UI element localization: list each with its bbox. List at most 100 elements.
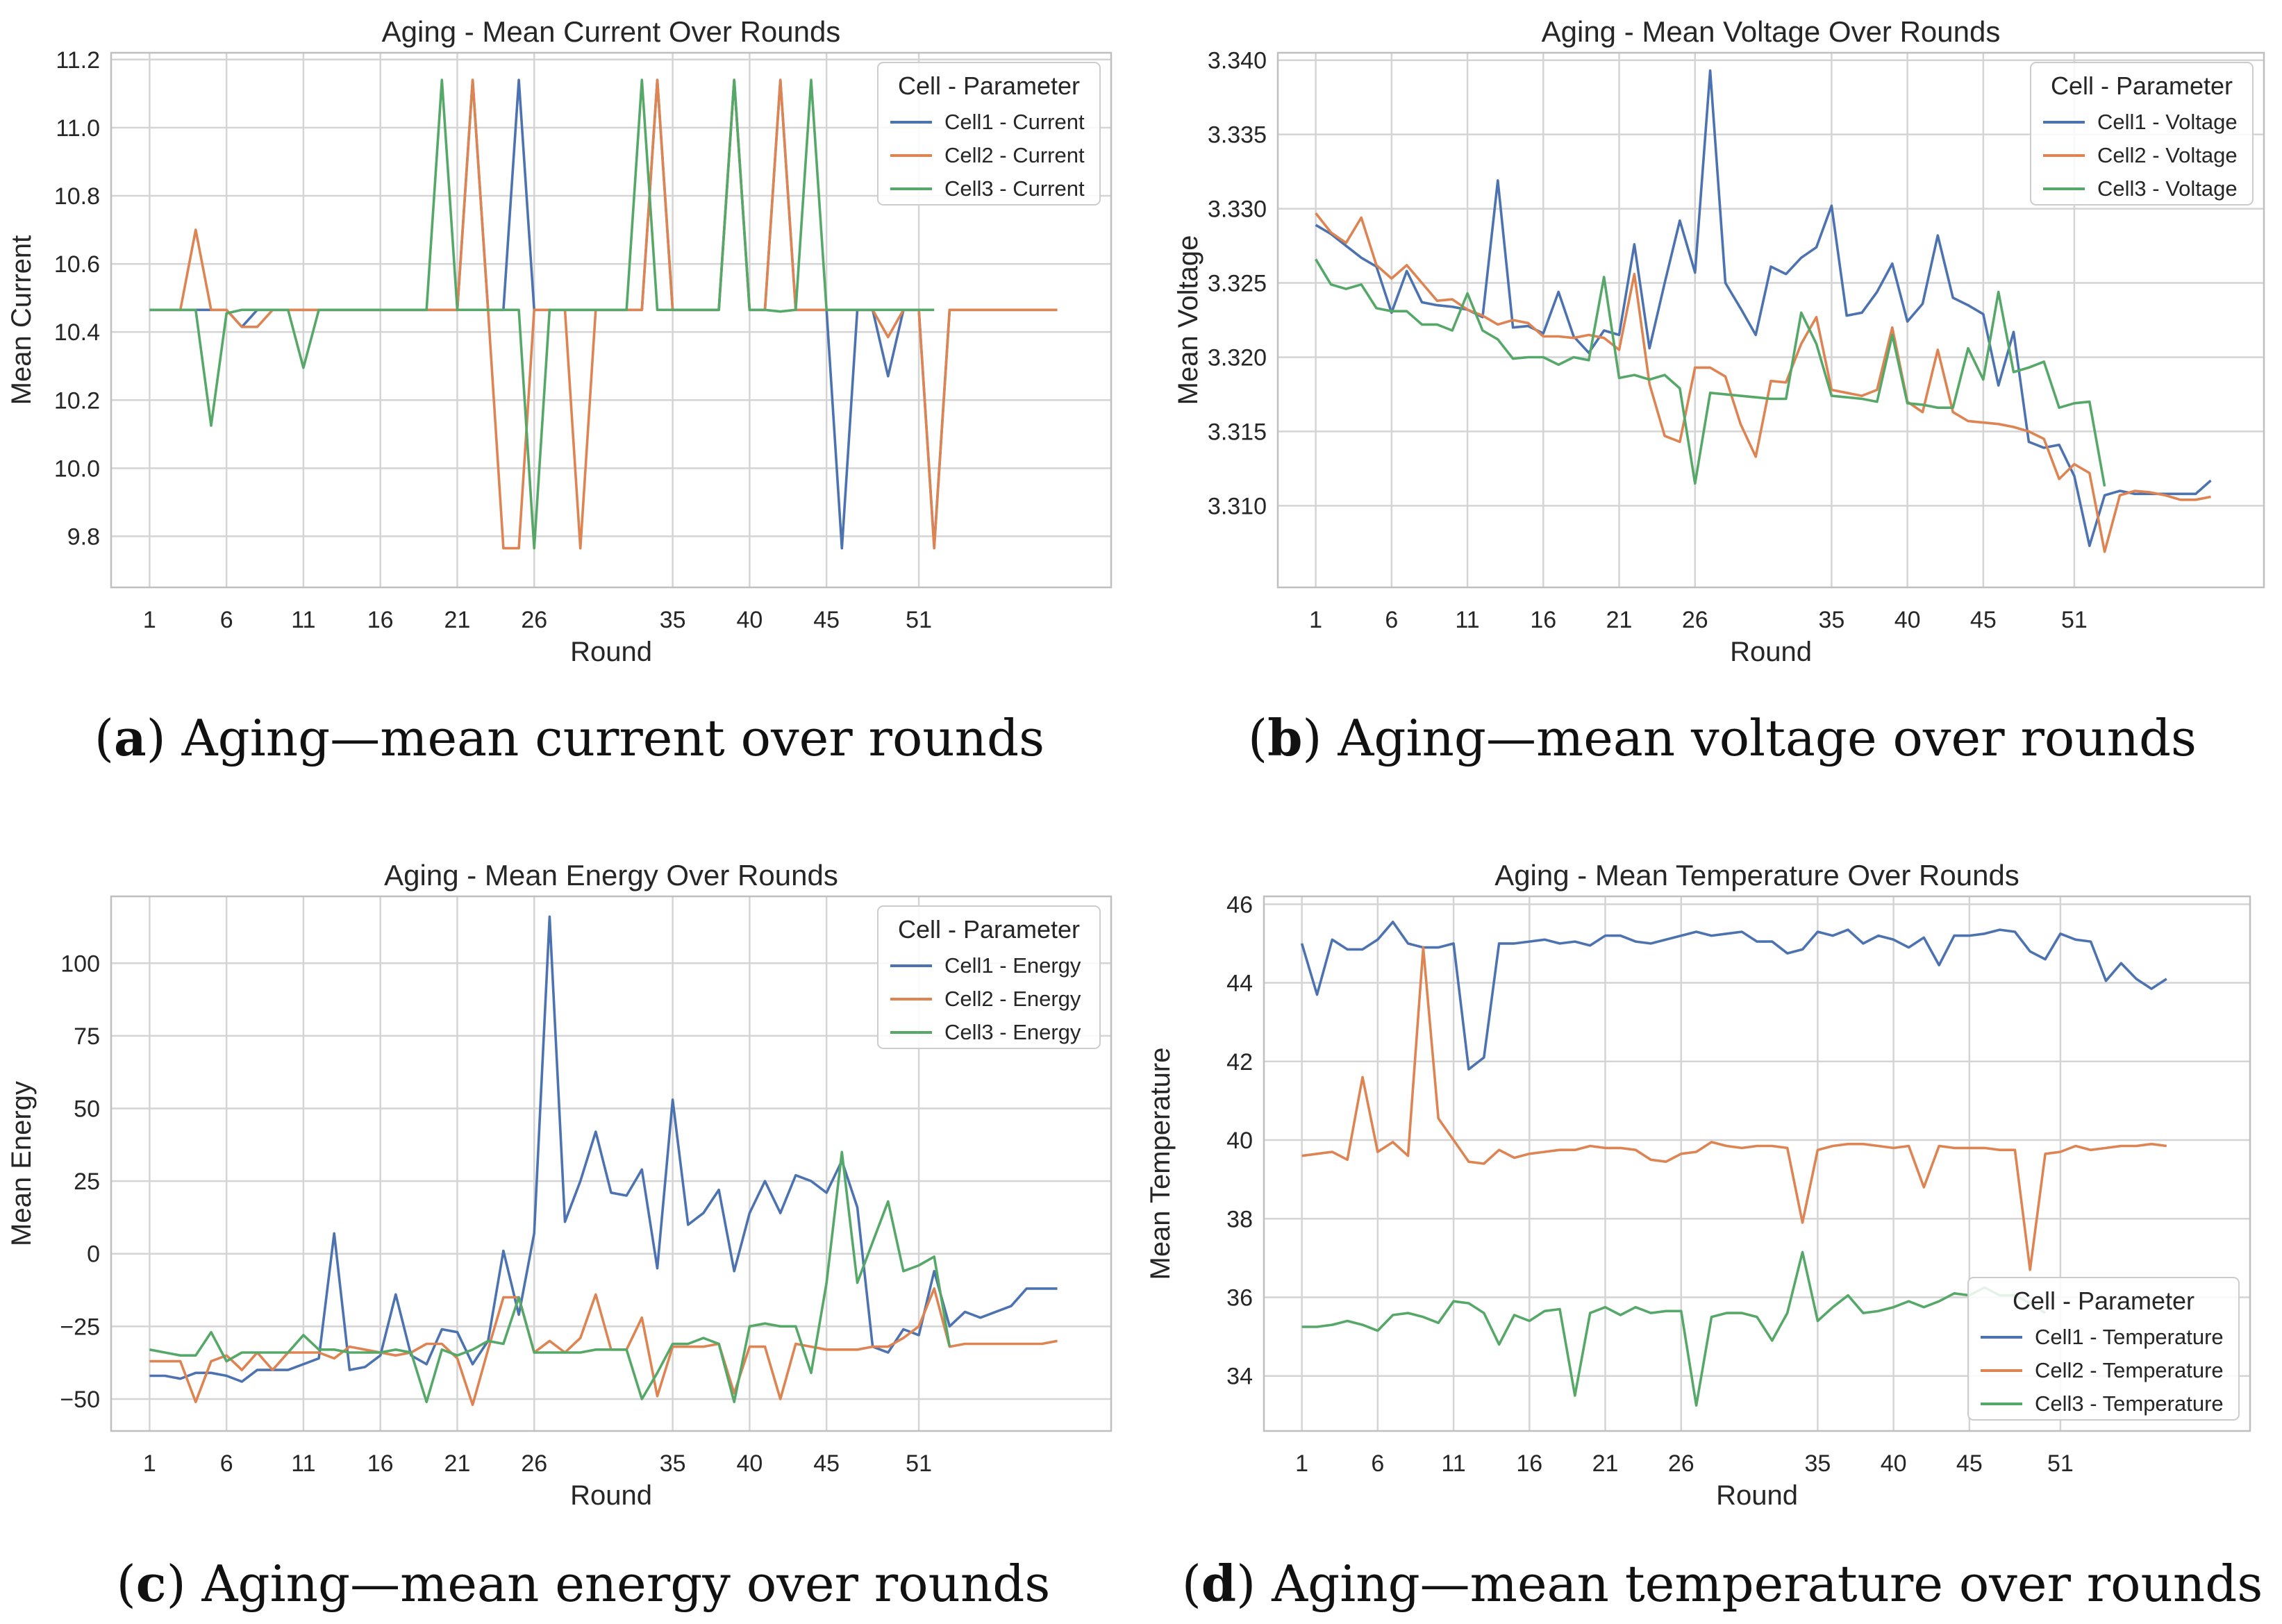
x-tick-label: 16: [367, 607, 394, 633]
x-tick-label: 45: [813, 1450, 840, 1477]
chart-title: Aging - Mean Energy Over Rounds: [384, 859, 838, 891]
legend: Cell - Parameter Cell1 - Current Cell2 - C…: [877, 62, 1101, 206]
series-line-2: [1301, 946, 2167, 1271]
series-line-2: [1315, 212, 2211, 553]
chart-panel-energy: 1 6 11 16 21 26 35 40 45 51 −50 −25 0 25 50 75 100 Aging …: [0, 844, 1139, 1527]
chart-panel-current: 1 6 11 16 21 26 35 40 45 51 9.8 10.0 10.2 10.4 10.6 10.…: [0, 0, 1139, 684]
y-tick-label: 11.2: [56, 47, 100, 74]
legend-title: Cell - Parameter: [898, 915, 1080, 944]
x-tick-label: 21: [1606, 607, 1633, 633]
legend-box: [2030, 62, 2254, 206]
plot-frame: [1276, 51, 2265, 589]
chart-svg: 1 6 11 16 21 26 35 40 45 513.3103.3153.3203.3253.…: [1173, 15, 2265, 667]
legend-label-1: Cell1 - Temperature: [2035, 1325, 2224, 1349]
x-axis-label: Round: [1716, 1480, 1798, 1511]
chart-title: Aging - Mean Current Over Rounds: [382, 15, 841, 48]
x-tick-label: 1: [1309, 607, 1322, 633]
legend-label-3: Cell3 - Current: [944, 176, 1085, 201]
x-tick-label: 16: [367, 1450, 394, 1477]
x-tick-label: 45: [1970, 607, 1997, 633]
x-tick-label: 26: [521, 1450, 547, 1477]
x-axis-label: Round: [570, 637, 652, 667]
caption-a: (a) Aging—mean current over rounds: [94, 708, 1045, 767]
legend-title: Cell - Parameter: [2051, 72, 2233, 100]
y-tick-label: 34: [1226, 1364, 1253, 1390]
x-tick-label: 26: [1668, 1450, 1694, 1477]
y-axis-label: Mean Current: [6, 235, 37, 405]
caption-c: (c) Aging—mean energy over rounds: [116, 1554, 1051, 1613]
x-tick-label: 51: [906, 1450, 932, 1477]
y-tick-label: 10.8: [54, 183, 100, 210]
x-tick-label: 1: [143, 1450, 156, 1477]
chart-svg: 1 6 11 16 21 26 35 40 45 51−50−250255075100Aging …: [6, 859, 1113, 1511]
y-tick-label: 3.325: [1208, 271, 1267, 297]
legend-label-3: Cell3 - Voltage: [2097, 176, 2238, 201]
plot-frame: [110, 51, 1113, 589]
x-tick-label: 16: [1530, 607, 1556, 633]
x-tick-label: 40: [736, 1450, 763, 1477]
x-tick-label: 45: [813, 607, 840, 633]
x-tick-label: 35: [1804, 1450, 1831, 1477]
y-tick-label: 38: [1226, 1206, 1253, 1232]
legend-label-1: Cell1 - Current: [944, 110, 1085, 134]
y-tick-label: −50: [60, 1387, 100, 1413]
x-tick-label: 40: [736, 607, 763, 633]
y-tick-label: 75: [74, 1023, 100, 1050]
x-tick-label: 11: [291, 1450, 315, 1477]
y-tick-label: 25: [74, 1169, 100, 1195]
y-tick-label: 3.340: [1208, 48, 1267, 74]
y-tick-label: 3.310: [1208, 493, 1267, 519]
series-line-3: [1301, 1250, 2047, 1407]
x-tick-label: 11: [291, 607, 315, 633]
y-tick-label: 10.4: [54, 319, 100, 346]
x-tick-label: 51: [2061, 607, 2088, 633]
x-tick-label: 21: [1592, 1450, 1619, 1477]
y-tick-label: 42: [1226, 1049, 1253, 1075]
y-tick-label: 10.2: [54, 387, 100, 414]
series-line-1: [149, 915, 1058, 1383]
x-tick-label: 26: [1682, 607, 1708, 633]
series-line-3: [149, 1150, 951, 1404]
x-tick-label: 40: [1881, 1450, 1907, 1477]
caption-b: (b) Aging—mean voltage over rounds: [1247, 708, 2197, 767]
legend-label-2: Cell2 - Current: [944, 143, 1085, 167]
x-tick-label: 21: [444, 607, 471, 633]
x-tick-label: 21: [444, 1450, 471, 1477]
x-tick-label: 16: [1516, 1450, 1542, 1477]
x-axis-label: Round: [1730, 637, 1812, 667]
y-tick-label: 44: [1226, 971, 1253, 997]
y-tick-label: 3.320: [1208, 344, 1267, 371]
legend-label-2: Cell2 - Energy: [944, 987, 1081, 1011]
series-line-1: [1300, 921, 2167, 1071]
y-axis-label: Mean Temperature: [1145, 1048, 1176, 1280]
legend-label-1: Cell1 - Voltage: [2097, 110, 2238, 134]
y-axis-label: Mean Energy: [6, 1081, 37, 1246]
y-tick-label: 3.330: [1208, 196, 1267, 223]
y-tick-label: 3.335: [1208, 122, 1267, 149]
x-tick-label: 6: [1385, 607, 1398, 633]
plot-frame: [1263, 895, 2251, 1432]
series-line-3: [1315, 258, 2106, 487]
legend: Cell - Parameter Cell1 - Energy Cell2 - En…: [877, 905, 1101, 1049]
x-tick-label: 35: [660, 1450, 686, 1477]
y-tick-label: 11.0: [56, 115, 100, 142]
x-tick-label: 11: [1441, 1450, 1465, 1477]
legend-label-3: Cell3 - Temperature: [2035, 1391, 2224, 1416]
legend-title: Cell - Parameter: [898, 72, 1080, 100]
x-tick-label: 6: [220, 1450, 233, 1477]
y-tick-label: 100: [60, 951, 100, 977]
x-tick-label: 6: [220, 607, 233, 633]
y-tick-label: 3.315: [1208, 419, 1267, 445]
chart-panel-voltage: 1 6 11 16 21 26 35 40 45 51 3.310 3.315 3.320 3.325 3.…: [1167, 0, 2278, 684]
x-tick-label: 35: [1818, 607, 1844, 633]
x-tick-label: 1: [1295, 1450, 1308, 1477]
legend: Cell - Parameter Cell1 - Voltage Cell2 - V…: [2030, 62, 2254, 206]
chart-svg: 1 6 11 16 21 26 35 40 45 519.810.010.210.410.610.…: [6, 15, 1113, 667]
legend-box: [877, 905, 1101, 1049]
y-tick-label: −25: [60, 1314, 100, 1340]
x-tick-label: 26: [521, 607, 547, 633]
x-tick-label: 11: [1455, 607, 1479, 633]
y-tick-label: 36: [1226, 1285, 1253, 1312]
chart-title: Aging - Mean Voltage Over Rounds: [1542, 15, 2001, 48]
